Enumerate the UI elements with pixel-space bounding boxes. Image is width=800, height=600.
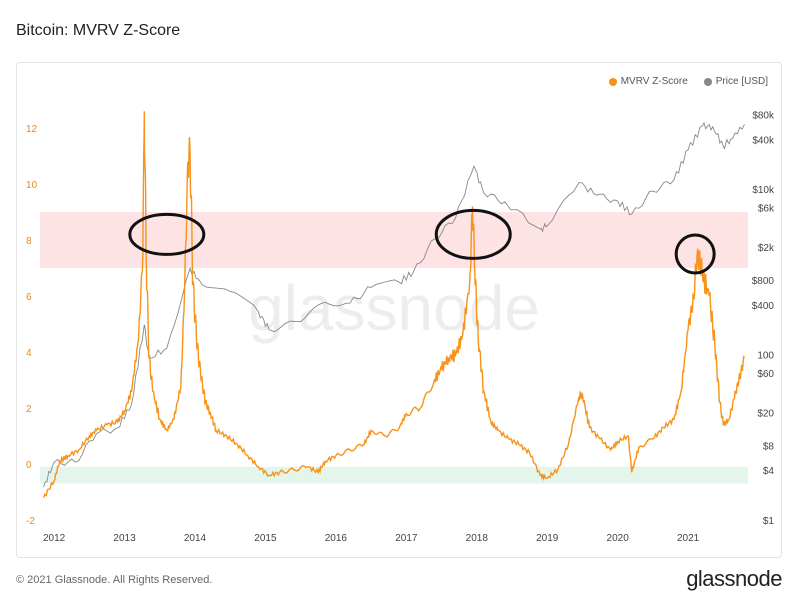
y-right-tick-1: $40k xyxy=(752,135,775,146)
x-tick-2017: 2017 xyxy=(395,533,418,544)
y-right-tick-11: $4 xyxy=(763,466,775,477)
x-tick-2016: 2016 xyxy=(325,533,348,544)
x-tick-2020: 2020 xyxy=(607,533,630,544)
y-left-tick-2: 8 xyxy=(26,236,32,247)
y-left-tick-4: 4 xyxy=(26,348,32,359)
y-right-tick-2: $10k xyxy=(752,185,775,196)
y-left-tick-5: 2 xyxy=(26,404,32,415)
watermark: glassnode xyxy=(248,272,540,344)
y-right-tick-7: 100 xyxy=(757,351,774,362)
y-right-tick-10: $8 xyxy=(763,441,775,452)
x-tick-2014: 2014 xyxy=(184,533,207,544)
band-1 xyxy=(40,466,748,484)
chart-legend: MVRV Z-Score Price [USD] xyxy=(608,76,768,87)
legend-label-zscore: MVRV Z-Score xyxy=(620,76,688,87)
highlight-circle-2 xyxy=(674,233,716,275)
x-tick-2021: 2021 xyxy=(677,533,700,544)
y-right-tick-5: $800 xyxy=(752,276,775,287)
legend-item-zscore[interactable]: MVRV Z-Score xyxy=(608,76,688,87)
band-0 xyxy=(40,212,748,268)
y-left-tick-0: 12 xyxy=(26,124,38,135)
x-tick-2015: 2015 xyxy=(254,533,277,544)
legend-label-price: Price [USD] xyxy=(715,76,768,87)
brand-logo: glassnode xyxy=(686,566,782,591)
highlight-circle-0 xyxy=(128,212,206,256)
y-right-tick-0: $80k xyxy=(752,111,775,122)
y-right-tick-12: $1 xyxy=(763,516,775,527)
y-right-tick-4: $2k xyxy=(758,243,775,254)
chart-title: Bitcoin: MVRV Z-Score xyxy=(16,22,181,39)
y-right-tick-3: $6k xyxy=(758,204,775,215)
legend-item-price[interactable]: Price [USD] xyxy=(703,76,768,87)
price-line xyxy=(43,121,745,488)
y-right-tick-8: $60 xyxy=(757,369,774,380)
y-right-tick-9: $20 xyxy=(757,408,774,419)
zscore-line xyxy=(42,111,746,498)
y-left-tick-7: -2 xyxy=(26,516,35,527)
copyright-text: © 2021 Glassnode. All Rights Reserved. xyxy=(16,574,213,586)
legend-dot-price-icon xyxy=(703,77,712,86)
x-tick-2019: 2019 xyxy=(536,533,559,544)
y-left-tick-3: 6 xyxy=(26,292,32,303)
legend-dot-zscore-icon xyxy=(608,77,617,86)
x-tick-2018: 2018 xyxy=(466,533,489,544)
y-left-tick-6: 0 xyxy=(26,460,32,471)
x-tick-2012: 2012 xyxy=(43,533,66,544)
y-left-tick-1: 10 xyxy=(26,180,38,191)
highlight-circle-1 xyxy=(434,208,512,260)
y-right-tick-6: $400 xyxy=(752,301,775,312)
x-tick-2013: 2013 xyxy=(113,533,136,544)
